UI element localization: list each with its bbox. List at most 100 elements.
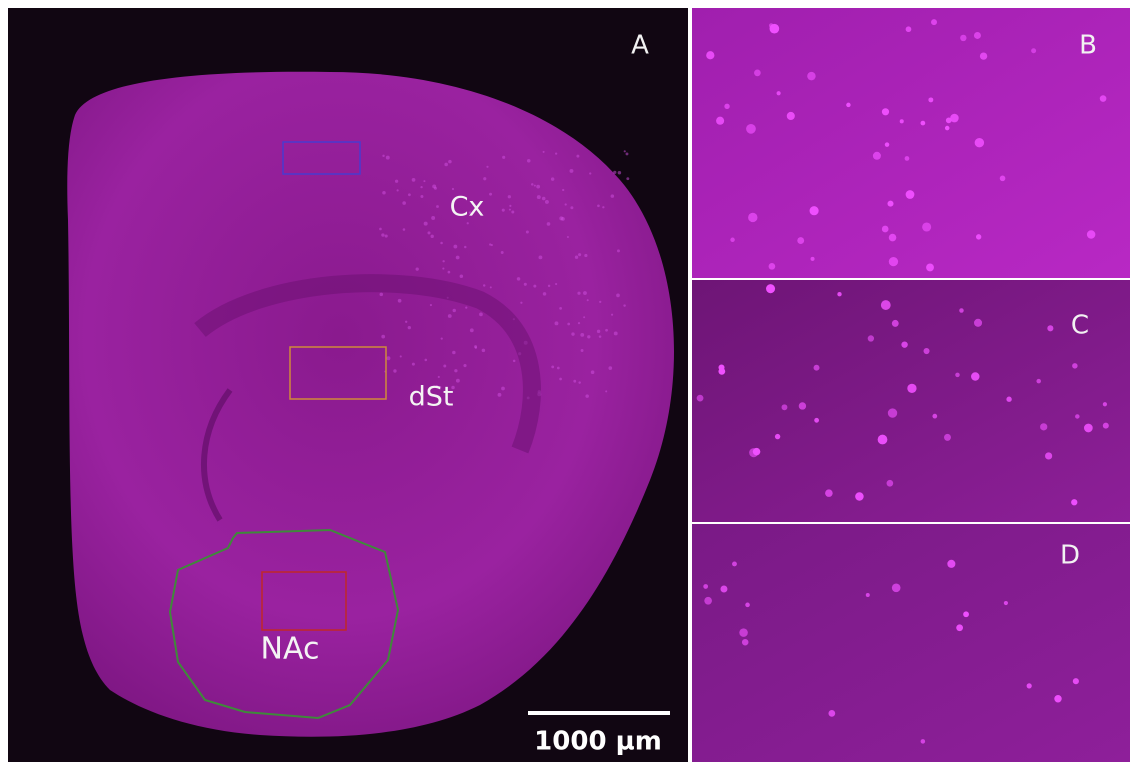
- cell: [1103, 402, 1107, 406]
- speckle: [482, 349, 486, 353]
- speckle: [543, 292, 547, 296]
- speckle: [578, 381, 580, 383]
- speckle: [599, 335, 602, 338]
- speckle: [551, 177, 554, 180]
- speckle: [460, 275, 464, 279]
- cell: [703, 584, 708, 589]
- cell: [720, 586, 727, 593]
- region-label: Cx: [450, 192, 485, 223]
- cell: [754, 70, 761, 77]
- speckle: [545, 200, 549, 204]
- speckle: [599, 301, 601, 303]
- speckle: [547, 222, 551, 226]
- cell: [787, 112, 795, 120]
- cell: [955, 373, 960, 378]
- figure: A Cx dSt NAc 1000 µm B C D: [0, 0, 1136, 767]
- speckle: [456, 379, 460, 383]
- speckle: [524, 283, 527, 286]
- cell: [807, 72, 815, 80]
- speckle: [543, 151, 545, 153]
- cell: [885, 142, 889, 146]
- speckle: [542, 197, 546, 201]
- cell: [769, 263, 776, 270]
- cell: [878, 435, 888, 445]
- speckle: [453, 309, 456, 312]
- speckle: [583, 291, 587, 295]
- panel-b: [692, 8, 1130, 278]
- panel-c: [692, 280, 1130, 522]
- cell: [1054, 695, 1061, 702]
- speckle: [382, 191, 386, 195]
- cell: [907, 384, 916, 393]
- speckle: [448, 314, 452, 318]
- cell: [1027, 683, 1032, 688]
- cell: [945, 126, 950, 131]
- speckle: [605, 329, 608, 332]
- speckle: [397, 189, 399, 191]
- region-label: dSt: [409, 382, 454, 413]
- cell: [924, 348, 930, 354]
- speckle: [440, 242, 443, 245]
- speckle: [571, 332, 574, 335]
- cell: [1036, 379, 1041, 384]
- speckle: [489, 193, 492, 196]
- cell: [814, 418, 819, 423]
- speckle: [534, 185, 536, 187]
- speckle: [580, 333, 584, 337]
- cell: [974, 32, 981, 39]
- cell: [1047, 325, 1053, 331]
- speckle: [464, 246, 466, 248]
- cell: [926, 264, 934, 272]
- cell: [892, 583, 901, 592]
- speckle: [577, 292, 580, 295]
- speckle: [386, 356, 390, 360]
- cell: [1045, 452, 1052, 459]
- speckle: [526, 230, 529, 233]
- speckle: [442, 260, 444, 262]
- speckle: [570, 206, 573, 209]
- speckle: [587, 299, 589, 301]
- cell: [1006, 397, 1011, 402]
- speckle: [555, 153, 557, 155]
- speckle: [430, 304, 432, 306]
- cell: [901, 341, 907, 347]
- cell: [1072, 363, 1077, 368]
- speckle: [490, 286, 492, 288]
- speckle: [405, 321, 407, 323]
- speckle: [605, 390, 607, 392]
- cell: [742, 639, 749, 646]
- speckle: [536, 185, 540, 189]
- speckle: [381, 335, 385, 339]
- speckle: [427, 231, 430, 234]
- speckle: [448, 271, 451, 274]
- speckle: [508, 195, 511, 198]
- cell: [971, 372, 980, 381]
- speckle: [613, 171, 616, 174]
- speckle: [576, 155, 579, 158]
- cell: [866, 593, 870, 597]
- speckle: [569, 169, 573, 173]
- cell: [873, 152, 881, 160]
- speckle: [463, 364, 466, 367]
- cell: [797, 237, 804, 244]
- cell: [922, 222, 931, 231]
- speckle: [616, 294, 620, 298]
- cell: [921, 121, 926, 126]
- speckle: [557, 367, 560, 370]
- cell: [950, 114, 959, 123]
- speckle: [501, 251, 504, 254]
- speckle: [624, 150, 626, 152]
- cell: [745, 603, 750, 608]
- speckle: [479, 313, 483, 317]
- speckle: [412, 178, 416, 182]
- speckle: [602, 206, 604, 208]
- speckle: [520, 302, 522, 304]
- cell: [1075, 414, 1080, 419]
- speckle: [402, 201, 406, 205]
- cell: [704, 597, 712, 605]
- cell: [716, 117, 724, 125]
- speckle: [531, 183, 534, 186]
- cell: [746, 124, 756, 134]
- speckle: [483, 177, 486, 180]
- speckle: [611, 314, 613, 316]
